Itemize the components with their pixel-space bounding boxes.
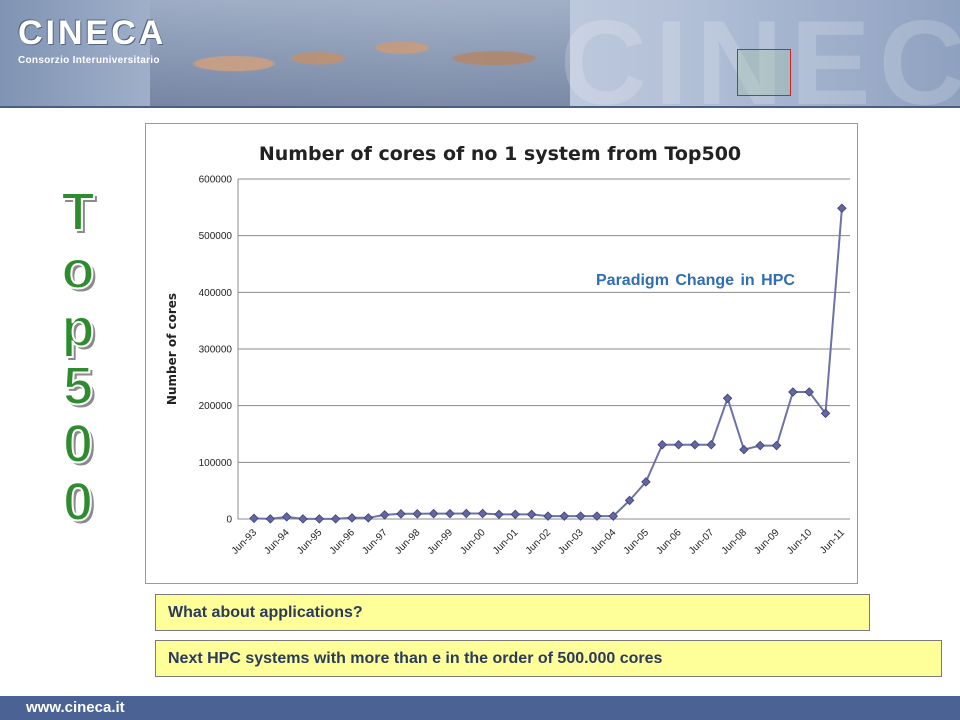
data-point xyxy=(396,509,406,519)
data-point xyxy=(543,511,553,521)
data-point xyxy=(347,513,357,523)
footer-url[interactable]: www.cineca.it xyxy=(26,699,125,716)
data-point xyxy=(608,511,619,521)
x-tick-label: Jun-03 xyxy=(556,527,586,557)
vertical-title-letter: 5 xyxy=(62,356,94,416)
header-watermark: CINECA xyxy=(560,0,960,106)
y-axis-label: Number of cores xyxy=(165,293,179,405)
cineca-logo: CINECA Consorzio Interuniversitario xyxy=(18,14,166,66)
y-tick-label: 0 xyxy=(226,515,232,526)
data-point xyxy=(445,508,455,519)
vertical-title-letter: T xyxy=(61,182,96,242)
y-tick-label: 100000 xyxy=(199,458,233,469)
applications-question-text: What about applications? xyxy=(168,603,363,621)
y-tick-label: 500000 xyxy=(199,231,233,242)
data-point xyxy=(249,513,259,524)
x-tick-label: Jun-99 xyxy=(426,527,456,557)
data-point xyxy=(804,387,814,397)
vertical-title-letter: o xyxy=(61,240,96,300)
y-tick-label: 400000 xyxy=(199,288,233,299)
data-point xyxy=(265,514,276,524)
data-point xyxy=(592,511,602,521)
data-point xyxy=(412,509,423,519)
x-tick-label: Jun-96 xyxy=(328,527,358,557)
x-tick-label: Jun-00 xyxy=(458,527,488,557)
x-tick-label: Jun-05 xyxy=(622,527,652,557)
x-tick-label: Jun-07 xyxy=(687,527,717,557)
x-tick-label: Jun-98 xyxy=(393,527,423,557)
data-point xyxy=(837,203,847,214)
data-point xyxy=(461,508,472,519)
header-divider xyxy=(0,106,960,108)
data-point xyxy=(820,408,831,419)
data-point xyxy=(526,509,537,520)
data-point xyxy=(428,508,439,519)
x-tick-label: Jun-93 xyxy=(230,527,260,557)
data-point xyxy=(330,514,341,524)
data-point xyxy=(281,512,292,522)
y-tick-label: 200000 xyxy=(199,401,233,412)
data-point xyxy=(494,509,504,520)
x-tick-label: Jun-06 xyxy=(654,527,684,557)
logo-name: CINECA xyxy=(18,14,167,52)
data-point xyxy=(706,439,717,450)
data-point xyxy=(788,387,798,397)
data-point xyxy=(673,439,684,450)
data-point xyxy=(771,440,782,451)
x-tick-label: Jun-04 xyxy=(589,527,619,557)
x-tick-label: Jun-94 xyxy=(262,527,292,557)
data-point xyxy=(641,477,651,487)
header-photo xyxy=(150,0,570,106)
series-line xyxy=(253,208,843,520)
data-point xyxy=(363,513,374,523)
data-point xyxy=(739,444,749,455)
data-point xyxy=(510,509,521,520)
vertical-title-letter: 0 xyxy=(62,472,94,532)
data-point xyxy=(690,439,700,450)
x-tick-label: Jun-10 xyxy=(785,527,815,557)
logo-subtitle: Consorzio Interuniversitario xyxy=(18,55,160,66)
data-point xyxy=(477,508,488,519)
vertical-title: T o p 5 0 0 xyxy=(50,182,106,532)
chart-title: Number of cores of no 1 system from Top5… xyxy=(259,143,741,165)
applications-question-box: What about applications? xyxy=(155,594,870,631)
data-point xyxy=(722,393,733,404)
paradigm-annotation: Paradigm Change in HPC xyxy=(596,272,795,289)
footer-bar: www.cineca.it xyxy=(0,696,960,720)
data-point xyxy=(559,511,570,521)
vertical-title-letter: p xyxy=(61,298,96,358)
next-systems-text: Next HPC systems with more than e in the… xyxy=(168,649,663,667)
data-point xyxy=(657,439,668,450)
chart-frame xyxy=(145,123,858,584)
x-tick-label: Jun-09 xyxy=(752,527,782,557)
data-point xyxy=(298,514,308,524)
x-tick-label: Jun-02 xyxy=(524,527,554,557)
next-systems-box: Next HPC systems with more than e in the… xyxy=(155,640,942,677)
vertical-title-letter: 0 xyxy=(62,414,94,474)
x-tick-label: Jun-97 xyxy=(360,527,390,557)
highlight-box xyxy=(737,49,791,96)
data-point xyxy=(314,514,325,524)
data-point xyxy=(379,510,390,520)
header-banner: CINECA CINECA Consorzio Interuniversitar… xyxy=(0,0,960,106)
data-point xyxy=(624,495,635,506)
data-point xyxy=(575,511,586,521)
y-tick-label: 600000 xyxy=(199,175,233,186)
x-tick-label: Jun-08 xyxy=(720,527,750,557)
x-tick-label: Jun-01 xyxy=(491,527,521,557)
x-tick-label: Jun-11 xyxy=(818,527,847,556)
y-tick-label: 300000 xyxy=(199,345,233,356)
x-tick-label: Jun-95 xyxy=(295,527,325,557)
data-point xyxy=(755,440,765,451)
